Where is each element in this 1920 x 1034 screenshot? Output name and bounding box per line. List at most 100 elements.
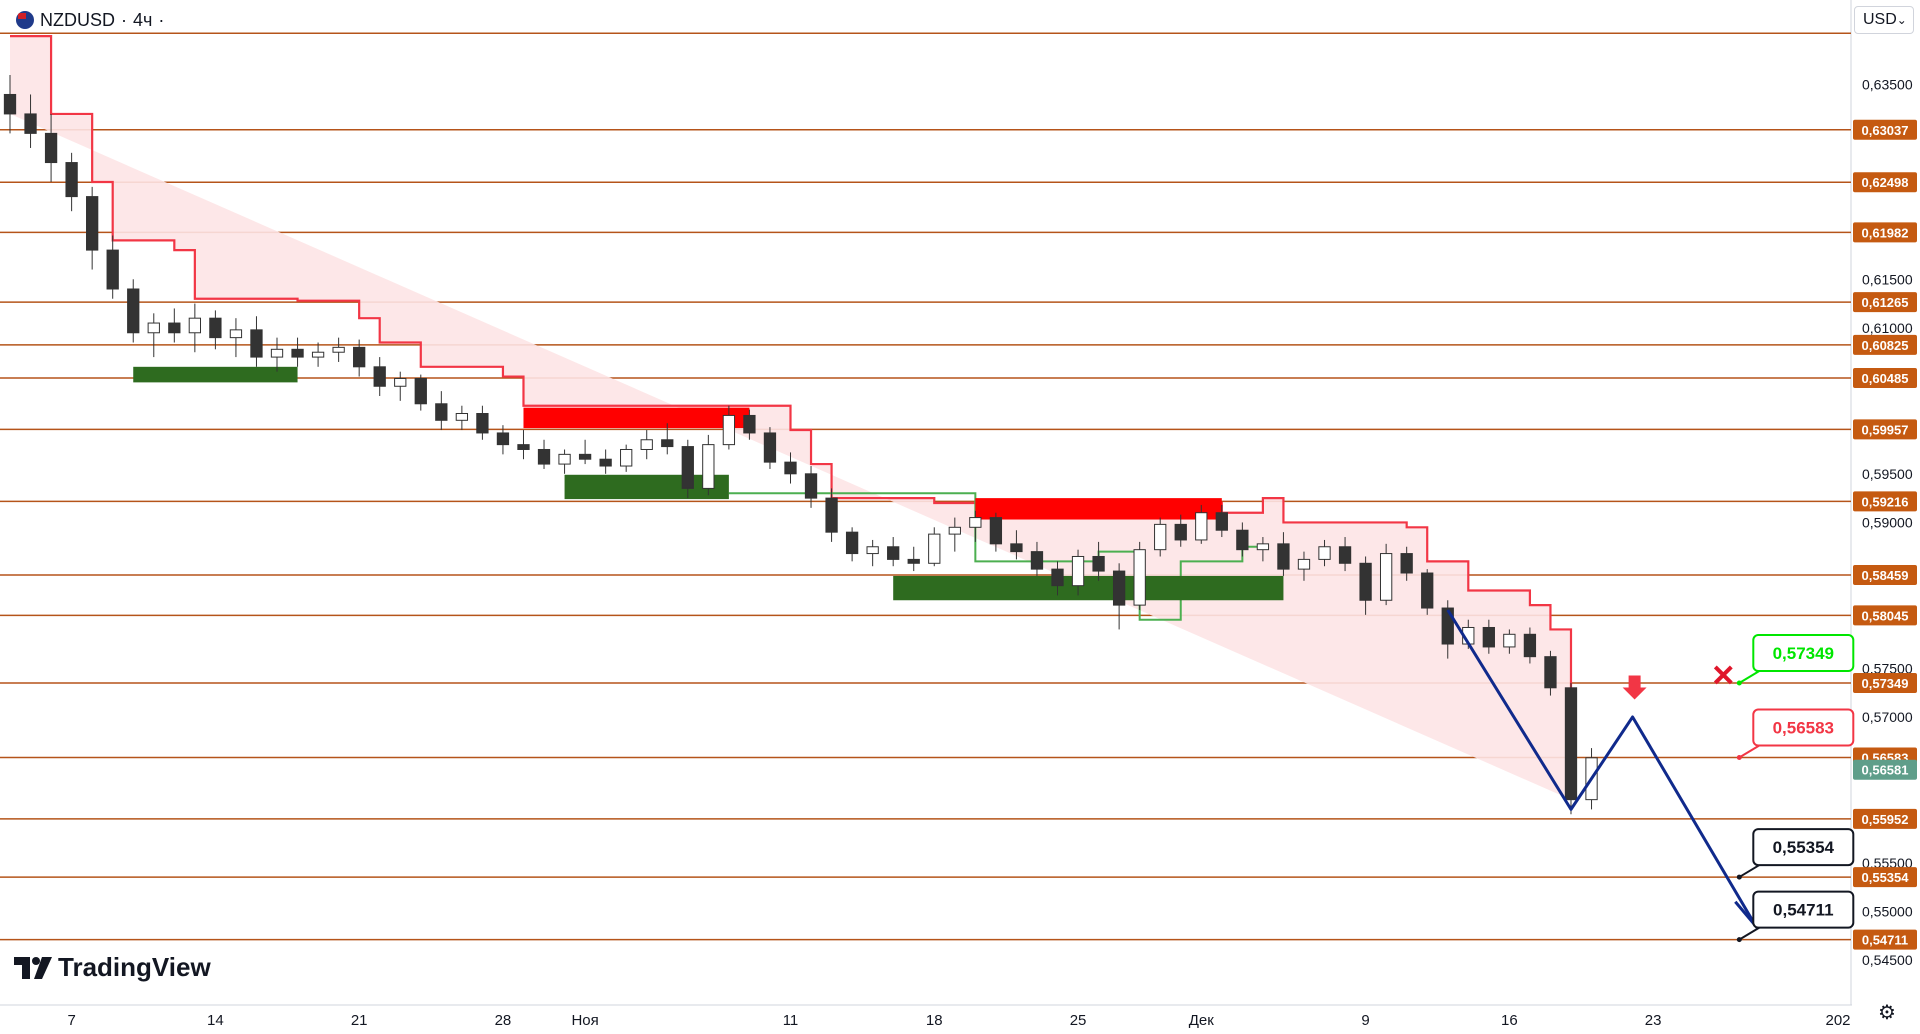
support-zone: [564, 474, 729, 500]
candle-body: [250, 329, 263, 358]
candle-body: [270, 348, 284, 358]
candle: [209, 310, 222, 350]
level-label-text: 0,63037: [1862, 123, 1909, 138]
candle-body: [1174, 523, 1187, 541]
candle-body: [86, 196, 99, 251]
callout-green: 0,57349: [1736, 634, 1855, 686]
candle: [1092, 541, 1105, 581]
time-tick-label: 202: [1825, 1012, 1850, 1029]
candle-body: [537, 448, 551, 465]
candle-body: [1482, 626, 1495, 648]
callouts: 0,57349 0,56583 0,55354 0,54711: [1736, 634, 1855, 943]
forecast-line: [1446, 609, 1758, 927]
candle-body: [866, 546, 879, 555]
candle: [845, 527, 859, 562]
level-price-label: 0,63037: [1853, 119, 1917, 140]
candle-body: [394, 377, 407, 387]
candle-body: [127, 288, 140, 334]
callout-pointer: [1738, 744, 1760, 759]
settings-icon[interactable]: ⚙: [1878, 1002, 1896, 1024]
level-price-label: 0,55354: [1853, 867, 1917, 888]
callout-dot: [1736, 680, 1742, 686]
level-price-label: 0,62498: [1853, 172, 1917, 193]
candle-body: [948, 526, 961, 535]
candle: [640, 430, 653, 460]
candle-body: [106, 249, 119, 290]
candle-body: [229, 329, 243, 339]
tradingview-mark-icon: [14, 956, 52, 979]
time-tick-label: 9: [1361, 1012, 1369, 1029]
level-label-text: 0,60485: [1862, 371, 1909, 386]
candle-body: [517, 444, 530, 450]
level-label-bg: [1853, 867, 1917, 888]
callout-dot: [1736, 874, 1742, 880]
callout-pointer: [1738, 926, 1760, 941]
candle-body: [1318, 546, 1331, 560]
price-tick-label: 0,59000: [1862, 514, 1913, 530]
candle-body: [147, 322, 160, 334]
candle-body: [435, 403, 448, 421]
candle: [620, 444, 633, 472]
candle-body: [1030, 551, 1044, 570]
candle-body: [599, 458, 612, 467]
candle: [1544, 650, 1557, 696]
candle-body: [845, 531, 859, 555]
callout-box: [1752, 890, 1855, 929]
price-tick-label: 0,54500: [1862, 952, 1913, 968]
level-label-text: 0,62498: [1862, 175, 1909, 190]
candle-body: [455, 413, 469, 421]
symbol-name: NZDUSD: [40, 9, 115, 30]
candle-body: [825, 497, 838, 533]
price-tick-label: 0,55500: [1862, 855, 1913, 871]
separator-dot: ·: [158, 9, 165, 30]
candle-body: [763, 432, 777, 463]
candle-body: [1195, 512, 1208, 541]
candle-body: [1297, 558, 1311, 570]
level-label-bg: [1853, 172, 1917, 193]
symbol-header[interactable]: NZDUSD · 4ч ·: [12, 8, 169, 32]
price-tick-label: 0,61000: [1862, 320, 1913, 336]
resistance-zone: [523, 407, 750, 429]
candle: [1318, 539, 1331, 567]
candle-body: [743, 414, 756, 434]
level-label-bg: [1853, 605, 1917, 626]
candle-body: [702, 444, 715, 489]
callout-pointer: [1738, 864, 1760, 878]
candle: [1523, 627, 1537, 664]
candle-body: [661, 439, 674, 448]
candle: [1277, 532, 1290, 576]
candle: [332, 337, 345, 362]
callout-dot: [1736, 937, 1742, 943]
time-tick-label: 7: [67, 1012, 75, 1029]
callout-label: 0,57349: [1773, 644, 1834, 663]
candle: [599, 449, 612, 474]
candle: [558, 449, 571, 474]
candle: [270, 337, 284, 372]
candle: [804, 466, 818, 508]
candle: [661, 423, 674, 455]
support-zone: [133, 366, 298, 383]
price-tick-label: 0,61500: [1862, 271, 1913, 287]
level-label-bg: [1853, 119, 1917, 140]
candle: [825, 488, 838, 542]
candle: [681, 439, 694, 499]
candle-body: [907, 558, 920, 564]
candle-body: [1503, 633, 1516, 648]
time-tick-label: 28: [495, 1012, 512, 1029]
currency-selector[interactable]: USD ⌄: [1854, 6, 1914, 34]
level-label-bg: [1853, 808, 1917, 829]
candle: [537, 439, 551, 469]
price-tick-label: 0,57500: [1862, 660, 1913, 676]
candle: [1174, 514, 1187, 547]
candle: [44, 113, 58, 183]
price-tick-label: 0,63500: [1862, 77, 1913, 93]
candle: [147, 313, 160, 358]
level-label-text: 0,58045: [1862, 608, 1909, 623]
level-label-bg: [1853, 222, 1917, 243]
time-tick-label: 16: [1501, 1012, 1518, 1029]
level-price-label: 0,54711: [1853, 929, 1917, 950]
candle: [24, 94, 37, 148]
level-label-text: 0,61982: [1862, 225, 1909, 240]
candle: [907, 546, 920, 572]
